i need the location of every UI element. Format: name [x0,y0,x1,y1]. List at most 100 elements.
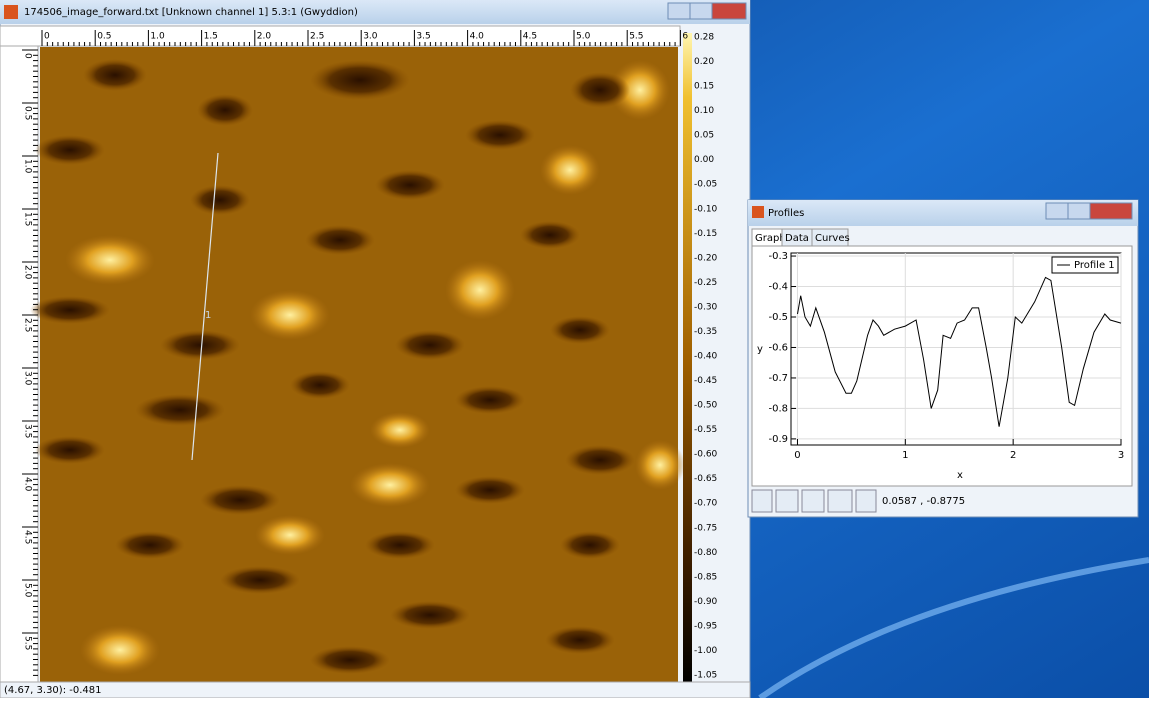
color-scale-label: -0.30 [694,302,718,312]
wallpaper-swirl [758,557,1149,701]
x-axis-label: x [957,470,963,481]
color-scale-label: -0.85 [694,572,717,582]
color-scale-label: 0.10 [694,106,714,116]
color-scale-label: -0.60 [694,450,718,460]
ruler-label: 0.5 [23,106,33,120]
zoom-fit-button[interactable] [751,489,773,513]
color-scale-label: -0.70 [694,499,718,509]
status-text: (4.67, 3.30): -0.481 [4,685,101,696]
ruler-label: 0 [23,53,33,59]
maximize-button[interactable] [689,2,713,20]
y-tick-label: -0.9 [768,434,788,445]
ruler-label: 1.0 [23,159,33,174]
x-tick-label: 1 [902,450,908,461]
close-button[interactable] [711,2,747,20]
ruler-label: 5.0 [576,32,591,42]
window-title: 174506_image_forward.txt [Unknown channe… [24,7,358,18]
ruler-label: 6 [682,32,688,42]
ruler-label: 0 [44,32,50,42]
title-bar [0,0,750,24]
color-scale-label: -0.90 [694,597,718,607]
ruler-label: 3.0 [23,371,33,386]
ruler-label: 2.5 [310,32,324,42]
maximize-button[interactable] [1067,202,1091,220]
status-bar [0,681,751,699]
y-tick-label: -0.4 [768,282,788,293]
ruler-label: 4.0 [470,32,485,42]
toolbar [751,489,877,513]
profiles-title: Profiles [768,208,804,219]
ruler-label: 4.5 [23,530,33,544]
color-scale-label: -0.95 [694,621,717,631]
y-tick-label: -0.5 [768,312,788,323]
ruler-label: 1.5 [23,212,33,226]
profile-line[interactable] [191,152,219,461]
color-scale-label: -0.75 [694,523,717,533]
legend-box [1051,256,1119,274]
color-scale-label: -0.10 [694,204,718,214]
zoom-out-button[interactable] [801,489,825,513]
app-icon [752,206,764,218]
color-scale-label: -0.40 [694,352,718,362]
y-tick-label: -0.7 [768,373,788,384]
ruler-label: 3.5 [416,32,430,42]
color-scale-label: -0.20 [694,253,718,263]
ruler-label: 2.0 [257,32,272,42]
color-scale-label: -0.15 [694,229,717,239]
ruler-label: 2.5 [23,318,33,332]
color-scale-label: 0.20 [694,57,714,67]
ruler-label: 2.0 [23,265,33,280]
color-scale-label: -0.25 [694,278,717,288]
color-scale-label: -1.05 [694,671,717,681]
color-scale [683,33,692,682]
tab-label: Graph [755,233,786,244]
profile-line-label: 1 [205,310,211,321]
ruler-label: 4.0 [23,477,33,492]
ruler-label: 5.0 [23,583,33,598]
color-scale-label: 0.28 [694,33,714,43]
minimize-button[interactable] [1045,202,1069,220]
scan-image [30,47,685,682]
y-tick-label: -0.3 [768,251,788,262]
color-scale-label: -0.50 [694,401,718,411]
color-scale-label: 0.15 [694,82,714,92]
ruler-label: 1.5 [204,32,218,42]
ruler-label: 3.0 [363,32,378,42]
color-scale-label: -0.05 [694,180,717,190]
ruler-label: 1.0 [150,32,165,42]
ruler-label: 4.5 [523,32,537,42]
y-measure-button[interactable] [855,489,877,513]
color-scale-label: -0.65 [694,474,717,484]
profile-curve [797,276,1122,427]
color-scale-label: -0.35 [694,327,717,337]
ruler-label: 0.5 [97,32,111,42]
y-tick-label: -0.6 [768,342,788,353]
left-ruler [0,45,39,683]
x-tick-label: 0 [794,450,800,461]
tab-label: Curves [815,233,850,244]
legend-label: Profile 1 [1074,260,1115,271]
close-button[interactable] [1089,202,1133,220]
color-scale-label: -1.00 [694,646,718,656]
y-tick-label: -0.8 [768,403,788,414]
zoom-in-button[interactable] [775,489,799,513]
color-scale-label: -0.80 [694,548,718,558]
x-measure-button[interactable] [827,489,853,513]
ruler-label: 3.5 [23,424,33,438]
x-tick-label: 3 [1118,450,1124,461]
tab-label: Data [785,233,809,244]
color-scale-label: 0.00 [694,155,714,165]
app-icon [4,5,18,19]
color-scale-label: -0.45 [694,376,717,386]
x-tick-label: 2 [1010,450,1016,461]
plot-area [790,252,1122,446]
tab[interactable] [811,228,849,247]
minimize-button[interactable] [667,2,691,20]
ruler-label: 5.5 [629,32,643,42]
color-scale-label: 0.05 [694,131,714,141]
cursor-readout: 0.0587 , -0.8775 [882,496,965,507]
ruler-label: 5.5 [23,636,33,650]
y-axis-label: y [757,344,763,355]
